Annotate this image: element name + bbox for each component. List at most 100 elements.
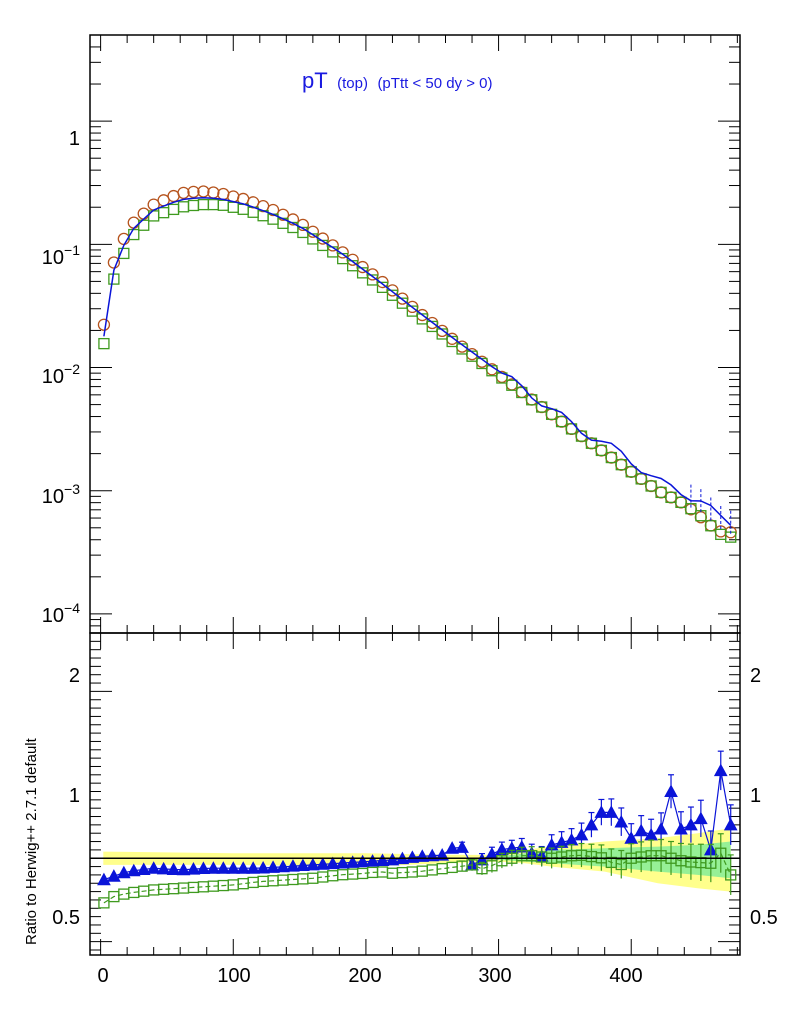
ratio-point-square — [98, 897, 110, 909]
chart-title: pT (top) (pTtt < 50 dy > 0) — [302, 68, 493, 93]
series-line — [103, 196, 732, 526]
ratio-point-triangle — [116, 865, 131, 879]
data-point-square — [645, 480, 657, 492]
ratio-point-triangle — [684, 817, 698, 831]
ratio-point-triangle — [166, 862, 181, 875]
top-panel-series — [97, 185, 737, 543]
ratio-point-triangle — [156, 861, 171, 875]
data-point-square — [625, 466, 637, 478]
top-y-tick-labels: 1 10−1 10−2 10−3 10−4 — [42, 128, 80, 627]
ratio-point-triangle — [325, 856, 340, 870]
data-point-square — [595, 444, 608, 457]
top-y-tick-label-exp: −3 — [64, 481, 80, 497]
top-y-tick-label: 10−1 — [42, 242, 80, 269]
top-y-tick-label-exp: −4 — [64, 600, 80, 616]
x-tick-labels: 0 100 200 300 400 — [97, 965, 642, 987]
ratio-point-triangle — [405, 850, 420, 863]
ratio-point-triangle — [136, 862, 151, 875]
data-point-square — [585, 437, 598, 449]
ratio-point-triangle — [266, 860, 280, 873]
ratio-point-triangle — [256, 860, 270, 874]
data-point-square — [98, 337, 110, 350]
ratio-point-triangle — [306, 857, 320, 871]
chart-title-main: pT — [302, 68, 328, 93]
ratio-point-triangle — [355, 854, 370, 868]
ratio-y-tick-label-left: 0.5 — [52, 907, 80, 929]
x-tick-label: 200 — [348, 965, 381, 987]
data-point-square — [555, 415, 568, 428]
ratio-point-triangle — [246, 861, 261, 874]
data-point-circle — [97, 318, 111, 331]
ratio-point-triangle — [97, 872, 111, 886]
ratio-point-triangle — [226, 861, 241, 874]
data-point-square — [565, 423, 578, 435]
ratio-point-triangle — [315, 857, 330, 870]
data-point-square — [615, 459, 627, 471]
ratio-point-triangle — [634, 823, 649, 837]
data-point-circle — [107, 256, 121, 269]
top-y-tick-label-exp: −1 — [64, 242, 80, 258]
ratio-point-triangle — [345, 855, 360, 868]
top-y-tick-label: 10−3 — [42, 481, 80, 508]
ratio-point-square — [615, 858, 627, 871]
data-point-square — [605, 451, 617, 464]
top-y-tick-label-base: 10 — [42, 247, 64, 269]
ratio-point-triangle — [236, 861, 251, 874]
ratio-point-triangle — [654, 821, 668, 835]
ratio-point-triangle — [713, 763, 728, 777]
ratio-point-triangle — [664, 784, 678, 797]
ratio-point-triangle — [365, 854, 380, 867]
data-point-square — [705, 520, 717, 532]
ratio-point-triangle — [594, 805, 609, 818]
data-point-square — [526, 394, 538, 406]
data-point-square — [675, 496, 687, 508]
ratio-point-triangle — [455, 840, 469, 853]
top-y-tick-label-exp: −2 — [64, 361, 80, 377]
ratio-point-triangle — [385, 852, 400, 866]
ratio-point-triangle — [674, 821, 688, 835]
data-point-circle — [187, 185, 200, 198]
ratio-point-triangle — [206, 861, 221, 874]
data-point-square — [635, 473, 647, 485]
ratio-point-triangle — [186, 862, 201, 875]
ratio-point-triangle — [296, 858, 310, 872]
ratio-y-tick-label-right: 0.5 — [750, 907, 778, 929]
ratio-y-tick-label-left: 1 — [69, 785, 80, 807]
ratio-point-triangle — [435, 848, 450, 861]
ratio-point-triangle — [335, 855, 350, 869]
top-y-tick-label: 10−2 — [42, 361, 80, 388]
ratio-point-triangle — [146, 861, 161, 874]
ratio-point-triangle — [176, 862, 191, 876]
data-point-square — [506, 379, 518, 391]
chart-title-sub: (top) — [337, 75, 368, 92]
top-y-tick-label-base: 10 — [42, 486, 64, 508]
data-point-circle — [177, 186, 190, 200]
ratio-y-tick-labels: 0.5 1 2 0.5 1 2 — [52, 665, 778, 929]
ratio-point-triangle — [216, 861, 231, 874]
ratio-y-tick-label-left: 2 — [69, 665, 80, 687]
ratio-point-triangle — [604, 805, 619, 818]
ratio-point-triangle — [574, 827, 589, 841]
ratio-point-triangle — [107, 869, 121, 882]
ratio-point-triangle — [196, 861, 211, 874]
chart-title-cut: (pTtt < 50 dy > 0) — [377, 75, 492, 92]
data-point-square — [118, 247, 130, 260]
ratio-point-triangle — [614, 814, 629, 828]
ratio-series-line — [103, 770, 732, 881]
ratio-panel-series — [97, 750, 738, 909]
ratio-point-triangle — [375, 853, 390, 867]
ratio-point-triangle — [723, 817, 738, 831]
x-tick-label: 300 — [478, 965, 511, 987]
ratio-point-square — [725, 869, 737, 881]
x-tick-label: 400 — [609, 965, 642, 987]
ratio-point-triangle — [276, 859, 290, 873]
data-point-square — [685, 503, 697, 515]
top-panel-ticks — [90, 34, 740, 634]
ratio-point-triangle — [286, 859, 300, 872]
top-y-tick-label-base: 10 — [42, 605, 64, 627]
top-y-tick-label-base: 10 — [42, 366, 64, 388]
top-y-tick-label: 10−4 — [42, 600, 80, 627]
x-tick-label: 100 — [217, 965, 250, 987]
data-point-square — [138, 219, 150, 231]
